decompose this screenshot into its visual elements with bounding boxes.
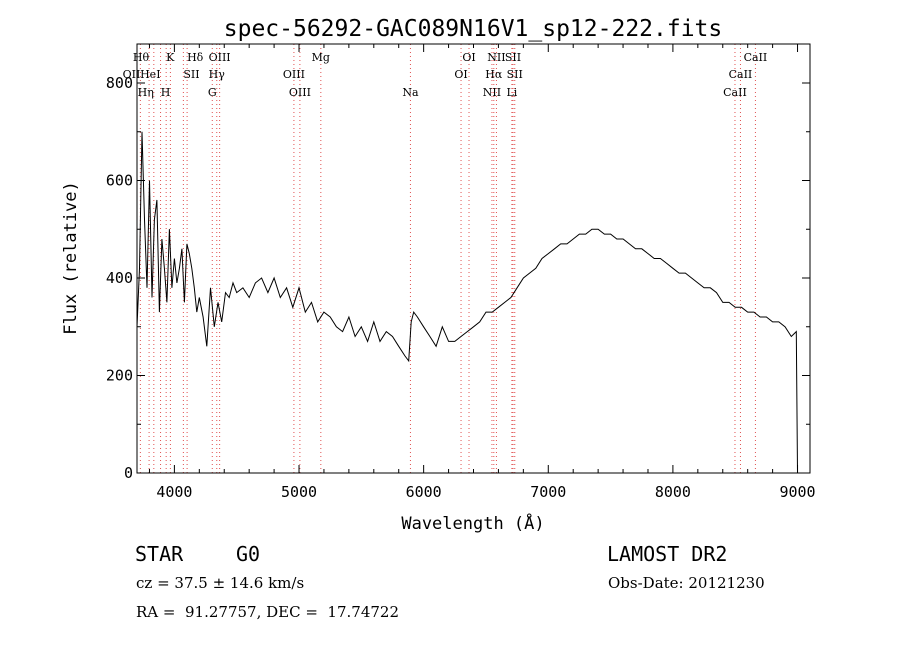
x-axis-label: Wavelength (Å)	[401, 512, 544, 534]
object-class: STAR	[135, 542, 184, 566]
marker-label-21: SII	[507, 68, 523, 81]
y-tick-label-2: 400	[106, 269, 133, 287]
marker-label-6: H	[161, 86, 171, 99]
y-tick-label-0: 0	[124, 464, 133, 482]
marker-label-25: CaII	[744, 51, 768, 64]
marker-label-9: OIII	[209, 51, 231, 64]
marker-label-13: Mg	[312, 51, 330, 64]
marker-label-14: Na	[402, 86, 419, 99]
spectrum-line	[136, 131, 798, 474]
marker-label-7: Hδ	[187, 51, 204, 64]
marker-label-11: OIII	[283, 68, 305, 81]
marker-label-10: G	[208, 86, 217, 99]
coordinates-text: RA = 91.27757, DEC = 17.74722	[136, 603, 400, 621]
x-tick-label-4: 8000	[655, 483, 691, 501]
x-tick-label-0: 4000	[156, 483, 192, 501]
x-axis-ticks: 4000 5000 6000 7000 8000 9000	[148, 44, 816, 501]
marker-label-20: SII	[505, 51, 521, 64]
marker-label-23: CaII	[723, 86, 747, 99]
marker-label-22: Li	[506, 86, 517, 99]
x-tick-label-3: 7000	[530, 483, 566, 501]
marker-label-4: K	[166, 51, 175, 64]
y-tick-label-1: 200	[106, 367, 133, 385]
x-tick-label-2: 6000	[406, 483, 442, 501]
chart-title: spec-56292-GAC089N16V1_sp12-222.fits	[224, 16, 723, 42]
marker-label-17: NII	[483, 86, 501, 99]
survey-name: LAMOST DR2	[607, 542, 728, 566]
emission-line-markers	[139, 44, 756, 473]
marker-label-15: OI	[454, 68, 467, 81]
obs-date-text: Obs-Date: 20121230	[608, 574, 765, 592]
y-axis-label: Flux (relative)	[61, 181, 81, 335]
x-tick-label-1: 5000	[281, 483, 317, 501]
marker-label-24: CaII	[729, 68, 753, 81]
marker-label-0: OII	[123, 68, 141, 81]
emission-line-labels: OII Hθ Hη HeI K SII H Hδ Hγ OIII G OIII OIII Mg Na OI OI…	[123, 51, 768, 99]
plot-frame	[136, 43, 811, 474]
y-tick-label-4: 800	[106, 74, 133, 92]
marker-label-8: Hγ	[209, 68, 226, 81]
marker-label-2: Hη	[138, 86, 154, 99]
marker-label-3: HeI	[140, 68, 160, 81]
marker-label-12: OIII	[289, 86, 311, 99]
redshift-text: cz = 37.5 ± 14.6 km/s	[136, 574, 305, 592]
y-tick-label-3: 600	[106, 172, 133, 190]
x-tick-label-5: 9000	[779, 483, 815, 501]
marker-label-5: SII	[183, 68, 199, 81]
marker-label-18: Hα	[485, 68, 503, 81]
y-axis-ticks: 0 200 400 600 800	[106, 74, 810, 482]
object-subclass: G0	[236, 542, 261, 566]
marker-label-16: OI	[462, 51, 475, 64]
marker-label-1: Hθ	[133, 51, 150, 64]
marker-label-19: NII	[487, 51, 505, 64]
